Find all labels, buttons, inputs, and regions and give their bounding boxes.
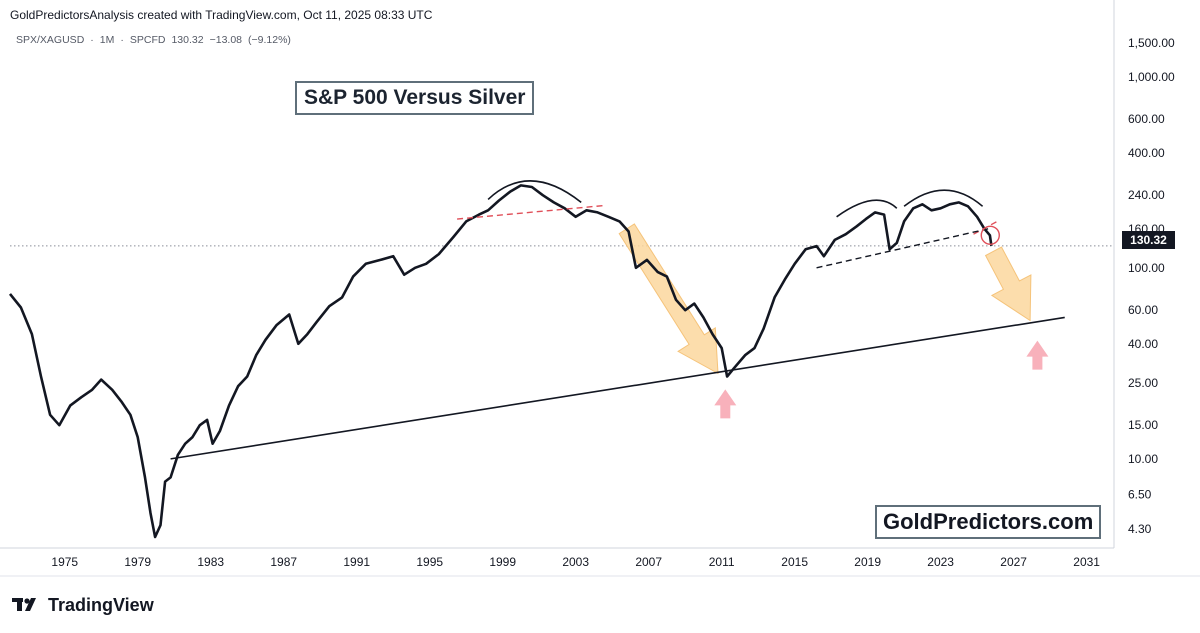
support-arrow: [1026, 340, 1049, 370]
support-arrow: [714, 389, 737, 419]
ticker-symbol[interactable]: SPX/XAGUSD: [16, 34, 85, 46]
y-tick-label: 25.00: [1128, 376, 1158, 390]
x-tick-label: 2019: [854, 555, 881, 569]
x-tick-label: 1999: [489, 555, 516, 569]
x-tick-label: 1983: [197, 555, 224, 569]
x-tick-label: 1975: [51, 555, 78, 569]
x-tick-label: 2023: [927, 555, 954, 569]
x-axis: 1975 1979 1983 1987 1991 1995 1999 2003 2007 2011…: [51, 555, 1100, 569]
projection-arrow: [984, 246, 1032, 322]
x-tick-label: 1979: [124, 555, 151, 569]
y-tick-label: 40.00: [1128, 337, 1158, 351]
x-tick-label: 1995: [416, 555, 443, 569]
y-tick-label: 400.00: [1128, 146, 1165, 160]
x-tick-label: 1991: [343, 555, 370, 569]
chart-title: S&P 500 Versus Silver: [295, 81, 535, 115]
tradingview-logo-icon: [12, 598, 36, 611]
ticker-change: −13.08: [209, 34, 243, 46]
projection-arrow: [618, 223, 719, 375]
x-tick-label: 2003: [562, 555, 589, 569]
y-tick-label: 4.30: [1128, 522, 1152, 536]
x-tick-label: 2011: [709, 555, 735, 569]
neckline: [457, 204, 605, 220]
chart-overlays-front: [170, 180, 1065, 460]
ticker-interval[interactable]: 1M: [99, 34, 115, 46]
ticker-change-pct: (−9.12%): [248, 34, 291, 46]
x-tick-label: 2007: [635, 555, 662, 569]
tradingview-logo[interactable]: TradingView: [12, 590, 154, 620]
pattern-arc: [903, 189, 984, 207]
y-tick-label: 10.00: [1128, 452, 1158, 466]
x-tick-label: 2015: [781, 555, 808, 569]
price-series-line: [8, 184, 993, 539]
y-tick-label: 6.50: [1128, 488, 1152, 502]
x-tick-label: 2027: [1000, 555, 1027, 569]
y-tick-label: 100.00: [1128, 261, 1165, 275]
tradingview-brand-text: TradingView: [48, 594, 154, 615]
y-tick-label: 600.00: [1128, 112, 1165, 126]
x-tick-label: 2031: [1073, 555, 1100, 569]
y-tick-label: 15.00: [1128, 418, 1158, 432]
y-tick-label: 1,500.00: [1128, 36, 1175, 50]
watermark-text: GoldPredictors.com: [875, 505, 1102, 539]
y-tick-label: 1,000.00: [1128, 70, 1175, 84]
ticker-last: 130.32: [171, 34, 204, 46]
ticker-separator: ·: [90, 34, 94, 46]
breakdown-circle: [980, 225, 1000, 245]
y-tick-label: 60.00: [1128, 303, 1158, 317]
pattern-arc: [487, 180, 582, 204]
y-axis: 1,500.001,000.00600.00400.00240.00160.00…: [1128, 36, 1175, 536]
trendline: [170, 316, 1065, 460]
ticker-separator: ·: [120, 34, 124, 46]
chart-overlays-back: [618, 223, 1049, 419]
y-tick-label: 240.00: [1128, 188, 1165, 202]
pattern-arc: [836, 199, 898, 218]
last-price-badge: 130.32: [1122, 231, 1175, 249]
ticker-source: SPCFD: [129, 34, 166, 46]
x-tick-label: 1987: [270, 555, 297, 569]
attribution-text: GoldPredictorsAnalysis created with Trad…: [10, 8, 433, 22]
ticker-info: SPX/XAGUSD · 1M · SPCFD 130.32 −13.08 (−9.12%): [16, 34, 297, 46]
